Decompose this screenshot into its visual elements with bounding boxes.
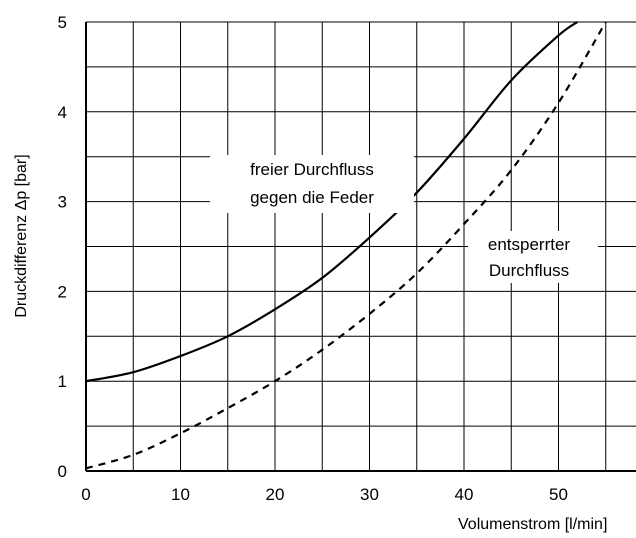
y-tick-label: 3 — [58, 193, 67, 212]
annotation-background — [468, 231, 598, 283]
x-tick-label: 40 — [455, 485, 474, 504]
y-tick-label: 4 — [58, 103, 67, 122]
y-axis-label: Druckdifferenz Δp [bar] — [13, 154, 30, 317]
annotation-text: freier Durchfluss — [250, 160, 374, 179]
curve-annotations: freier Durchfluss gegen die Feder entsperr… — [210, 155, 598, 283]
tick-labels: 0 10 20 30 40 50 0 1 2 3 4 5 — [58, 13, 568, 504]
x-tick-label: 10 — [171, 485, 190, 504]
x-tick-label: 50 — [549, 485, 568, 504]
x-tick-label: 20 — [266, 485, 285, 504]
y-tick-label: 0 — [58, 462, 67, 481]
x-tick-label: 30 — [360, 485, 379, 504]
x-axis-label: Volumenstrom [l/min] — [458, 516, 607, 533]
annotation-text: gegen die Feder — [250, 188, 374, 207]
annotation-text: entsperrter — [488, 235, 571, 254]
annotation-background — [210, 155, 414, 213]
dashed-curve — [85, 21, 607, 470]
y-tick-label: 1 — [58, 372, 67, 391]
y-tick-label: 2 — [58, 282, 67, 301]
data-curves — [85, 21, 607, 470]
plot-frame — [85, 21, 636, 472]
x-tick-label: 0 — [81, 485, 90, 504]
solid-curve — [85, 21, 579, 383]
annotation-text: Durchfluss — [489, 261, 569, 280]
y-tick-label: 5 — [58, 13, 67, 32]
